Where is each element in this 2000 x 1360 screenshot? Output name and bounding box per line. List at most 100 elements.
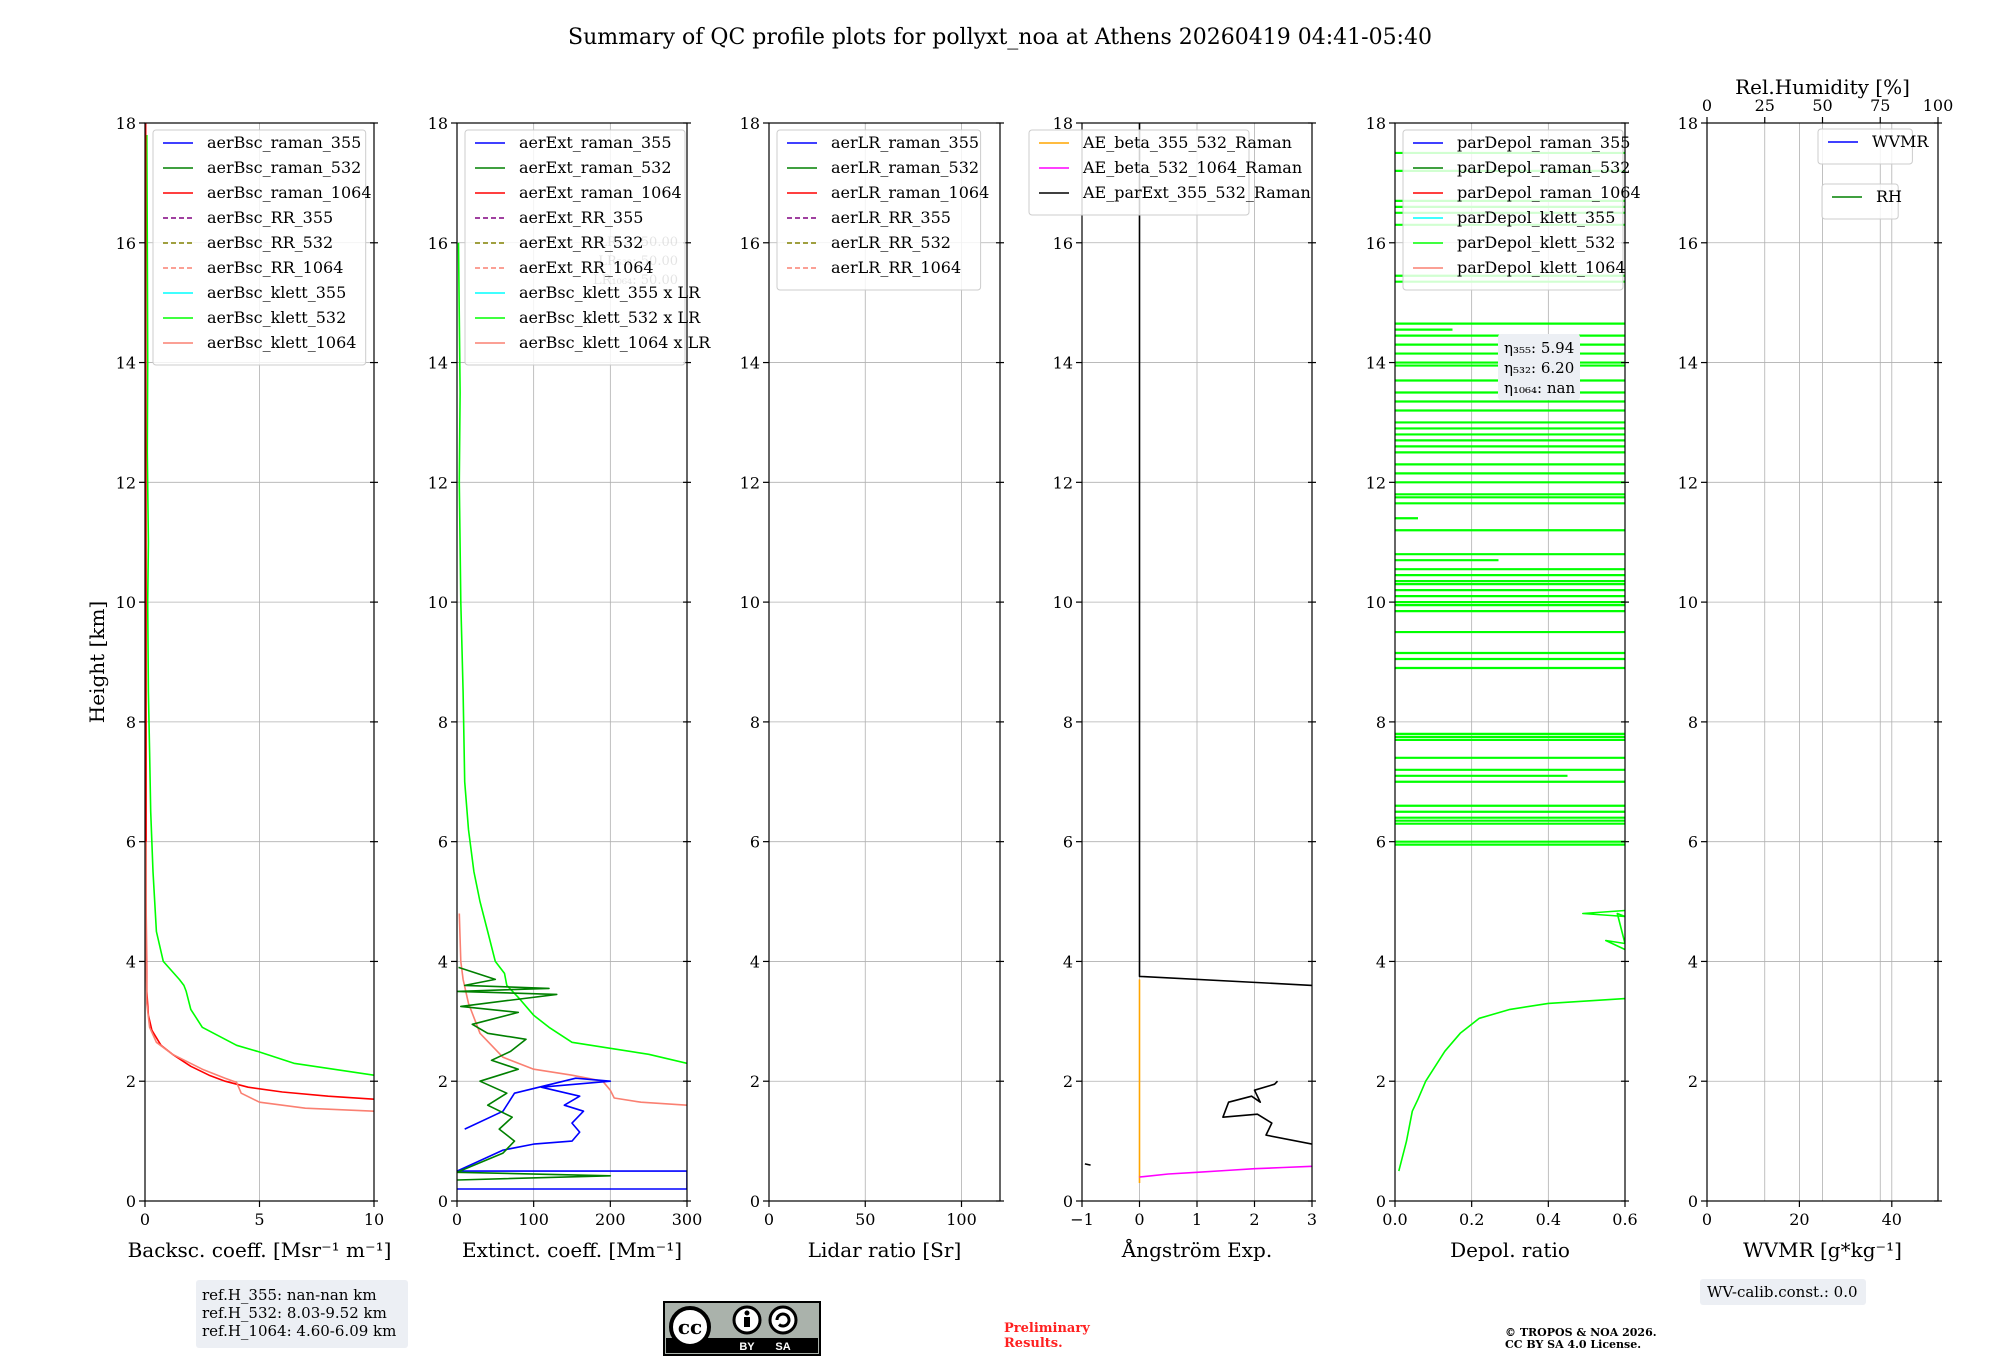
y-tick-label: 8 (1688, 713, 1698, 732)
x-tick-label: 50 (855, 1210, 875, 1229)
refh-line-532: ref.H_532: 8.03-9.52 km (202, 1304, 387, 1322)
y-tick-label: 4 (1376, 952, 1386, 971)
y-tick-label: 2 (1688, 1072, 1698, 1091)
top-x-tick-label: 100 (1923, 96, 1954, 115)
y-tick-label: 8 (438, 713, 448, 732)
y-tick-label: 18 (116, 114, 136, 133)
plot-area (145, 123, 374, 1112)
y-tick-label: 10 (740, 593, 760, 612)
x-tick-label: 10 (364, 1210, 384, 1229)
y-tick-label: 2 (126, 1072, 136, 1091)
panel-lidar-ratio: 0 2 4 6 8 10 12 14 16 18 0 50 100 Lidar ratio [Sr] aer… (740, 114, 1004, 1262)
x-tick-label: 0 (140, 1210, 150, 1229)
legend-label: parDepol_raman_355 (1457, 133, 1630, 152)
x-axis-label: Extinct. coeff. [Mm⁻¹] (462, 1238, 682, 1262)
y-tick-label: 18 (740, 114, 760, 133)
y-tick-label: 16 (1053, 234, 1073, 253)
panel-extinction: 0 2 4 6 8 10 12 14 16 18 0 100 200 300 Extinct. coeff.… (428, 114, 712, 1262)
eta-box-frame (1498, 334, 1580, 400)
x-axis-label: Ångström Exp. (1121, 1237, 1272, 1262)
x-axis-label: Depol. ratio (1450, 1238, 1570, 1262)
x-tick-label: 0.2 (1459, 1210, 1484, 1229)
x-tick-label: 1 (1192, 1210, 1202, 1229)
x-axis-label: Backsc. coeff. [Msr⁻¹ m⁻¹] (128, 1238, 392, 1262)
y-tick-label: 2 (750, 1072, 760, 1091)
legend-label: WVMR (1872, 132, 1929, 151)
legend-label: aerBsc_klett_1064 (207, 333, 356, 352)
x-tick-label: 0 (452, 1210, 462, 1229)
series-line-aerBsc_klett_1064 x LR (458, 913, 687, 1106)
y-tick-label: 18 (1678, 114, 1698, 133)
top-x-axis-label: Rel.Humidity [%] (1735, 75, 1910, 99)
y-tick-label: 2 (1063, 1072, 1073, 1091)
y-tick-label: 10 (1366, 593, 1386, 612)
legend-label: aerBsc_raman_355 (207, 133, 361, 152)
legend: parDepol_raman_355 parDepol_raman_532 parD… (1402, 129, 1641, 291)
y-tick-label: 10 (1053, 593, 1073, 612)
wv-calib-text: WV-calib.const.: 0.0 (1707, 1283, 1858, 1301)
y-tick-label: 6 (1376, 833, 1386, 852)
legend-label: parDepol_klett_532 (1457, 233, 1615, 252)
x-tick-label: 0 (1702, 1210, 1712, 1229)
axes-frame (768, 122, 1001, 1202)
y-tick-label: 4 (1688, 952, 1698, 971)
y-axis-label: Height [km] (85, 601, 109, 723)
cc-license-badge[interactable]: cc BY SA (663, 1301, 821, 1356)
eta-box: η₃₅₅: 5.94 η₅₃₂: 6.20 η₁₀₆₄: nan (1498, 334, 1580, 400)
x-tick-label: 3 (1307, 1210, 1317, 1229)
legend-frame (1402, 129, 1624, 291)
legend-frame (464, 129, 686, 366)
legend-label: aerBsc_klett_355 x LR (519, 283, 701, 302)
legend-label: AE_beta_355_532_Raman (1082, 133, 1292, 152)
x-tick-label: −1 (1070, 1210, 1094, 1229)
legend-label: parDepol_klett_1064 (1457, 258, 1626, 277)
x-tick-label: 200 (595, 1210, 626, 1229)
legend-label: parDepol_raman_1064 (1457, 183, 1641, 202)
y-tick-label: 14 (1678, 354, 1698, 373)
legend-label: aerBsc_klett_532 (207, 308, 346, 327)
copyright-line-2: CC BY SA 4.0 License. (1505, 1338, 1641, 1351)
legend-label: AE_parExt_355_532_Raman (1082, 183, 1311, 202)
y-tick-label: 8 (1376, 713, 1386, 732)
panel-depolarization: 0 2 4 6 8 10 12 14 16 18 0.0 0.2 0.4 0.6 Depol. ratio p… (1366, 114, 1641, 1262)
x-tick-label: 100 (518, 1210, 549, 1229)
legend-label: aerLR_RR_1064 (831, 258, 961, 277)
y-tick-label: 4 (750, 952, 760, 971)
y-tick-label: 0 (1688, 1192, 1698, 1211)
y-tick-label: 10 (428, 593, 448, 612)
y-tick-label: 0 (126, 1192, 136, 1211)
y-tick-label: 12 (116, 473, 136, 492)
series-line-aerExt_raman_532 (457, 966, 612, 1181)
y-tick-label: 16 (740, 234, 760, 253)
figure-title: Summary of QC profile plots for pollyxt_… (568, 25, 1432, 50)
legend-label: aerExt_RR_355 (519, 208, 643, 227)
x-tick-label: 0.6 (1612, 1210, 1637, 1229)
legend-label: aerBsc_raman_1064 (207, 183, 372, 202)
legend: WVMR (1817, 128, 1929, 165)
series-line-AE_parExt_355_532_Raman (1084, 1163, 1091, 1166)
x-tick-label: 40 (1882, 1210, 1902, 1229)
y-tick-label: 16 (428, 234, 448, 253)
y-tick-label: 4 (126, 952, 136, 971)
series-line-aerBsc_klett_532 (146, 134, 374, 1076)
y-tick-label: 6 (1688, 833, 1698, 852)
legend: AE_beta_355_532_Raman AE_beta_532_1064_Ra… (1028, 129, 1311, 216)
legend-label: aerExt_RR_1064 (519, 258, 654, 277)
y-tick-label: 8 (750, 713, 760, 732)
legend-frame (1821, 183, 1899, 220)
legend: aerExt_raman_355 aerExt_raman_532 aerExt_r… (464, 129, 711, 366)
y-tick-label: 14 (428, 354, 448, 373)
x-tick-label: 0 (1134, 1210, 1144, 1229)
legend-label: aerBsc_raman_532 (207, 158, 361, 177)
y-tick-label: 14 (116, 354, 136, 373)
legend-label: aerExt_RR_532 (519, 233, 643, 252)
panel-backscatter: 0 2 4 6 8 10 12 14 16 18 0 5 10 Backsc. coeff. [Msr⁻¹… (85, 114, 391, 1262)
legend-label: aerLR_raman_1064 (831, 183, 989, 202)
y-tick-label: 18 (1053, 114, 1073, 133)
eta-label: η₅₃₂: 6.20 (1504, 359, 1574, 377)
y-tick-label: 6 (126, 833, 136, 852)
legend-frame (1817, 128, 1913, 165)
legend-label: aerLR_RR_355 (831, 208, 951, 227)
y-tick-label: 16 (1678, 234, 1698, 253)
